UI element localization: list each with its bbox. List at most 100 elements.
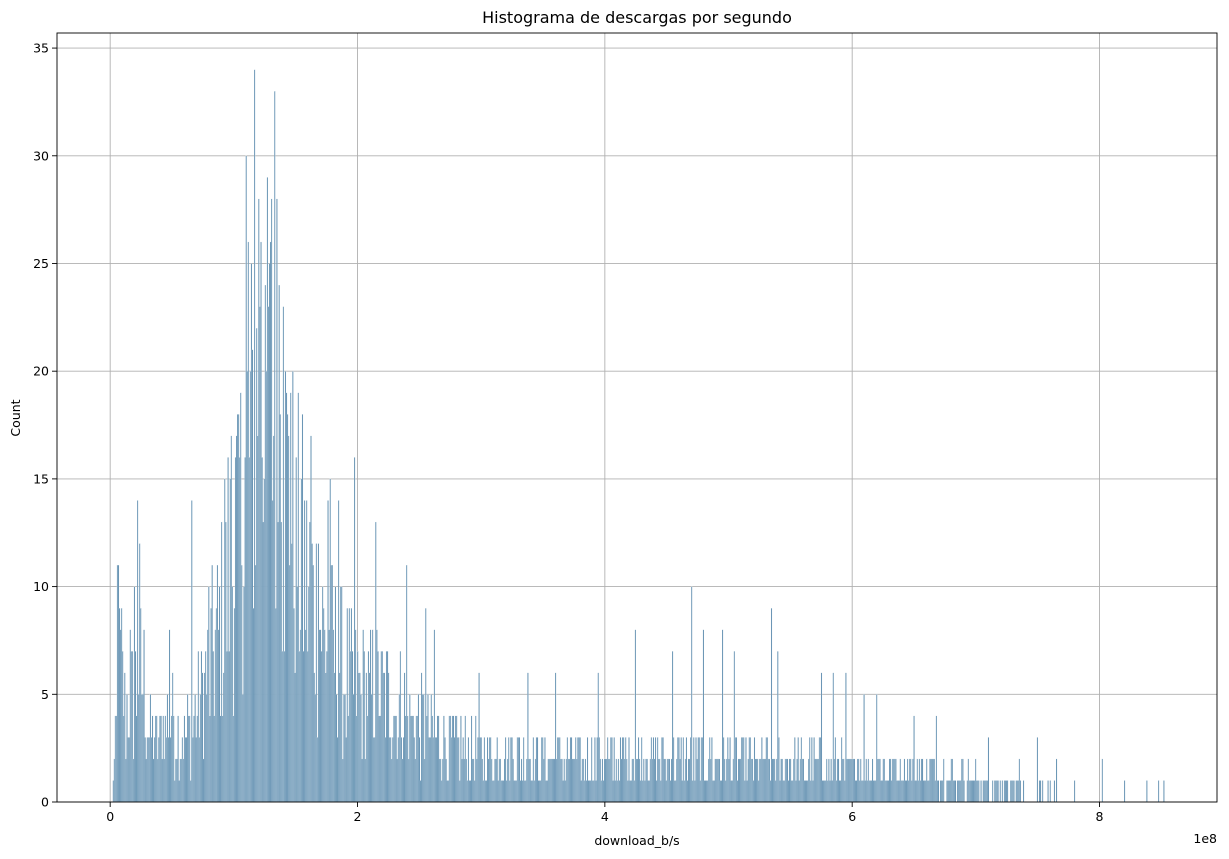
- histogram-bar: [351, 651, 354, 803]
- histogram-bar: [318, 629, 321, 803]
- histogram-bar: [348, 608, 350, 803]
- histogram-bar: [710, 758, 712, 803]
- histogram-bar: [948, 780, 950, 803]
- histogram-bar: [743, 737, 745, 803]
- histogram-bar: [688, 758, 691, 803]
- histogram-bar: [152, 758, 155, 803]
- histogram-bar: [306, 500, 308, 803]
- histogram-bar: [681, 780, 683, 803]
- histogram-bar: [253, 69, 256, 803]
- histogram-bar: [707, 780, 709, 803]
- histogram-bar: [791, 780, 793, 803]
- histogram-bar: [637, 737, 640, 803]
- histogram-bar: [394, 715, 396, 803]
- histogram-bar: [685, 737, 688, 803]
- histogram-bar: [353, 457, 356, 803]
- histogram-bar: [854, 780, 857, 803]
- histogram-bar: [288, 435, 290, 803]
- histogram-bar: [269, 241, 272, 803]
- histogram-bar: [530, 780, 532, 803]
- histogram-bar: [904, 780, 907, 803]
- histogram-bar: [129, 629, 131, 803]
- histogram-bar: [1012, 780, 1014, 803]
- histogram-bar: [231, 586, 233, 803]
- histogram-bar: [1036, 737, 1039, 803]
- histogram-bar: [256, 327, 258, 803]
- histogram-bar: [566, 737, 568, 803]
- histogram-bar: [934, 780, 936, 803]
- histogram-bar: [817, 758, 819, 803]
- histogram-bar: [789, 758, 792, 803]
- histogram-bar: [345, 737, 347, 803]
- histogram-bar: [372, 629, 374, 803]
- histogram-bar: [755, 758, 758, 803]
- histogram-bar: [364, 758, 366, 803]
- histogram-bar: [198, 737, 200, 803]
- histogram-bar: [928, 780, 930, 803]
- histogram-bar: [408, 758, 410, 803]
- histogram-bar: [824, 780, 826, 803]
- x-axis-ticks: 0 2 4 6 8: [106, 802, 1104, 824]
- histogram-bar: [459, 780, 461, 803]
- histogram-bar: [651, 758, 654, 803]
- histogram-bar: [316, 737, 319, 803]
- histogram-bar: [597, 672, 599, 803]
- histogram-bar: [613, 737, 615, 803]
- histogram-bar: [593, 780, 595, 803]
- histogram-bar: [905, 780, 908, 803]
- histogram-bar: [133, 586, 136, 803]
- histogram-bar: [469, 780, 472, 803]
- histogram-bar: [838, 780, 841, 803]
- histogram-bar: [602, 780, 605, 803]
- histogram-bar: [272, 500, 274, 803]
- histogram-bar: [763, 758, 765, 803]
- histogram-bar: [711, 737, 713, 803]
- histogram-bar: [533, 780, 536, 803]
- histogram-bar: [466, 780, 468, 803]
- histogram-bar: [448, 715, 450, 803]
- histogram-bar: [872, 780, 875, 803]
- histogram-bar: [924, 780, 926, 803]
- histogram-bar: [562, 780, 564, 803]
- histogram-bar: [171, 715, 173, 803]
- histogram-bar: [440, 758, 442, 803]
- histogram-bar: [932, 758, 934, 803]
- histogram-bar: [574, 758, 576, 803]
- histogram-bar: [118, 608, 121, 803]
- histogram-bar: [701, 737, 704, 803]
- histogram-bar: [902, 780, 905, 803]
- histogram-bar: [535, 737, 538, 803]
- histogram-bar: [206, 694, 208, 803]
- histogram-bar: [729, 737, 731, 803]
- histogram-bar: [941, 780, 943, 803]
- histogram-bar: [852, 758, 855, 803]
- histogram-bar: [705, 780, 708, 803]
- histogram-bar: [663, 758, 665, 803]
- histogram-bar: [703, 780, 706, 803]
- histogram-bar: [216, 564, 219, 803]
- histogram-bar: [262, 521, 264, 803]
- histogram-bar: [1053, 780, 1056, 803]
- histogram-bar: [478, 672, 480, 803]
- histogram-bar: [828, 758, 830, 803]
- histogram-bar: [975, 758, 977, 803]
- histogram-bar: [311, 543, 313, 803]
- histogram-bar: [863, 694, 865, 803]
- histogram-bar: [728, 758, 730, 803]
- histogram-bar: [609, 758, 611, 803]
- histogram-bar: [874, 780, 876, 803]
- histogram-bar: [565, 758, 567, 803]
- histogram-bar: [136, 500, 139, 803]
- histogram-bar: [539, 780, 541, 803]
- y-tick-label: 5: [41, 687, 49, 702]
- histogram-bar: [753, 737, 756, 803]
- histogram-bar: [761, 737, 763, 803]
- histogram-bar: [1006, 780, 1009, 803]
- histogram-bar: [984, 780, 986, 803]
- histogram-bar: [919, 780, 922, 803]
- histogram-bar: [751, 758, 754, 803]
- histogram-bar: [742, 737, 744, 803]
- histogram-bar: [331, 564, 333, 803]
- histogram-bar: [125, 758, 127, 803]
- histogram-bar: [775, 780, 777, 803]
